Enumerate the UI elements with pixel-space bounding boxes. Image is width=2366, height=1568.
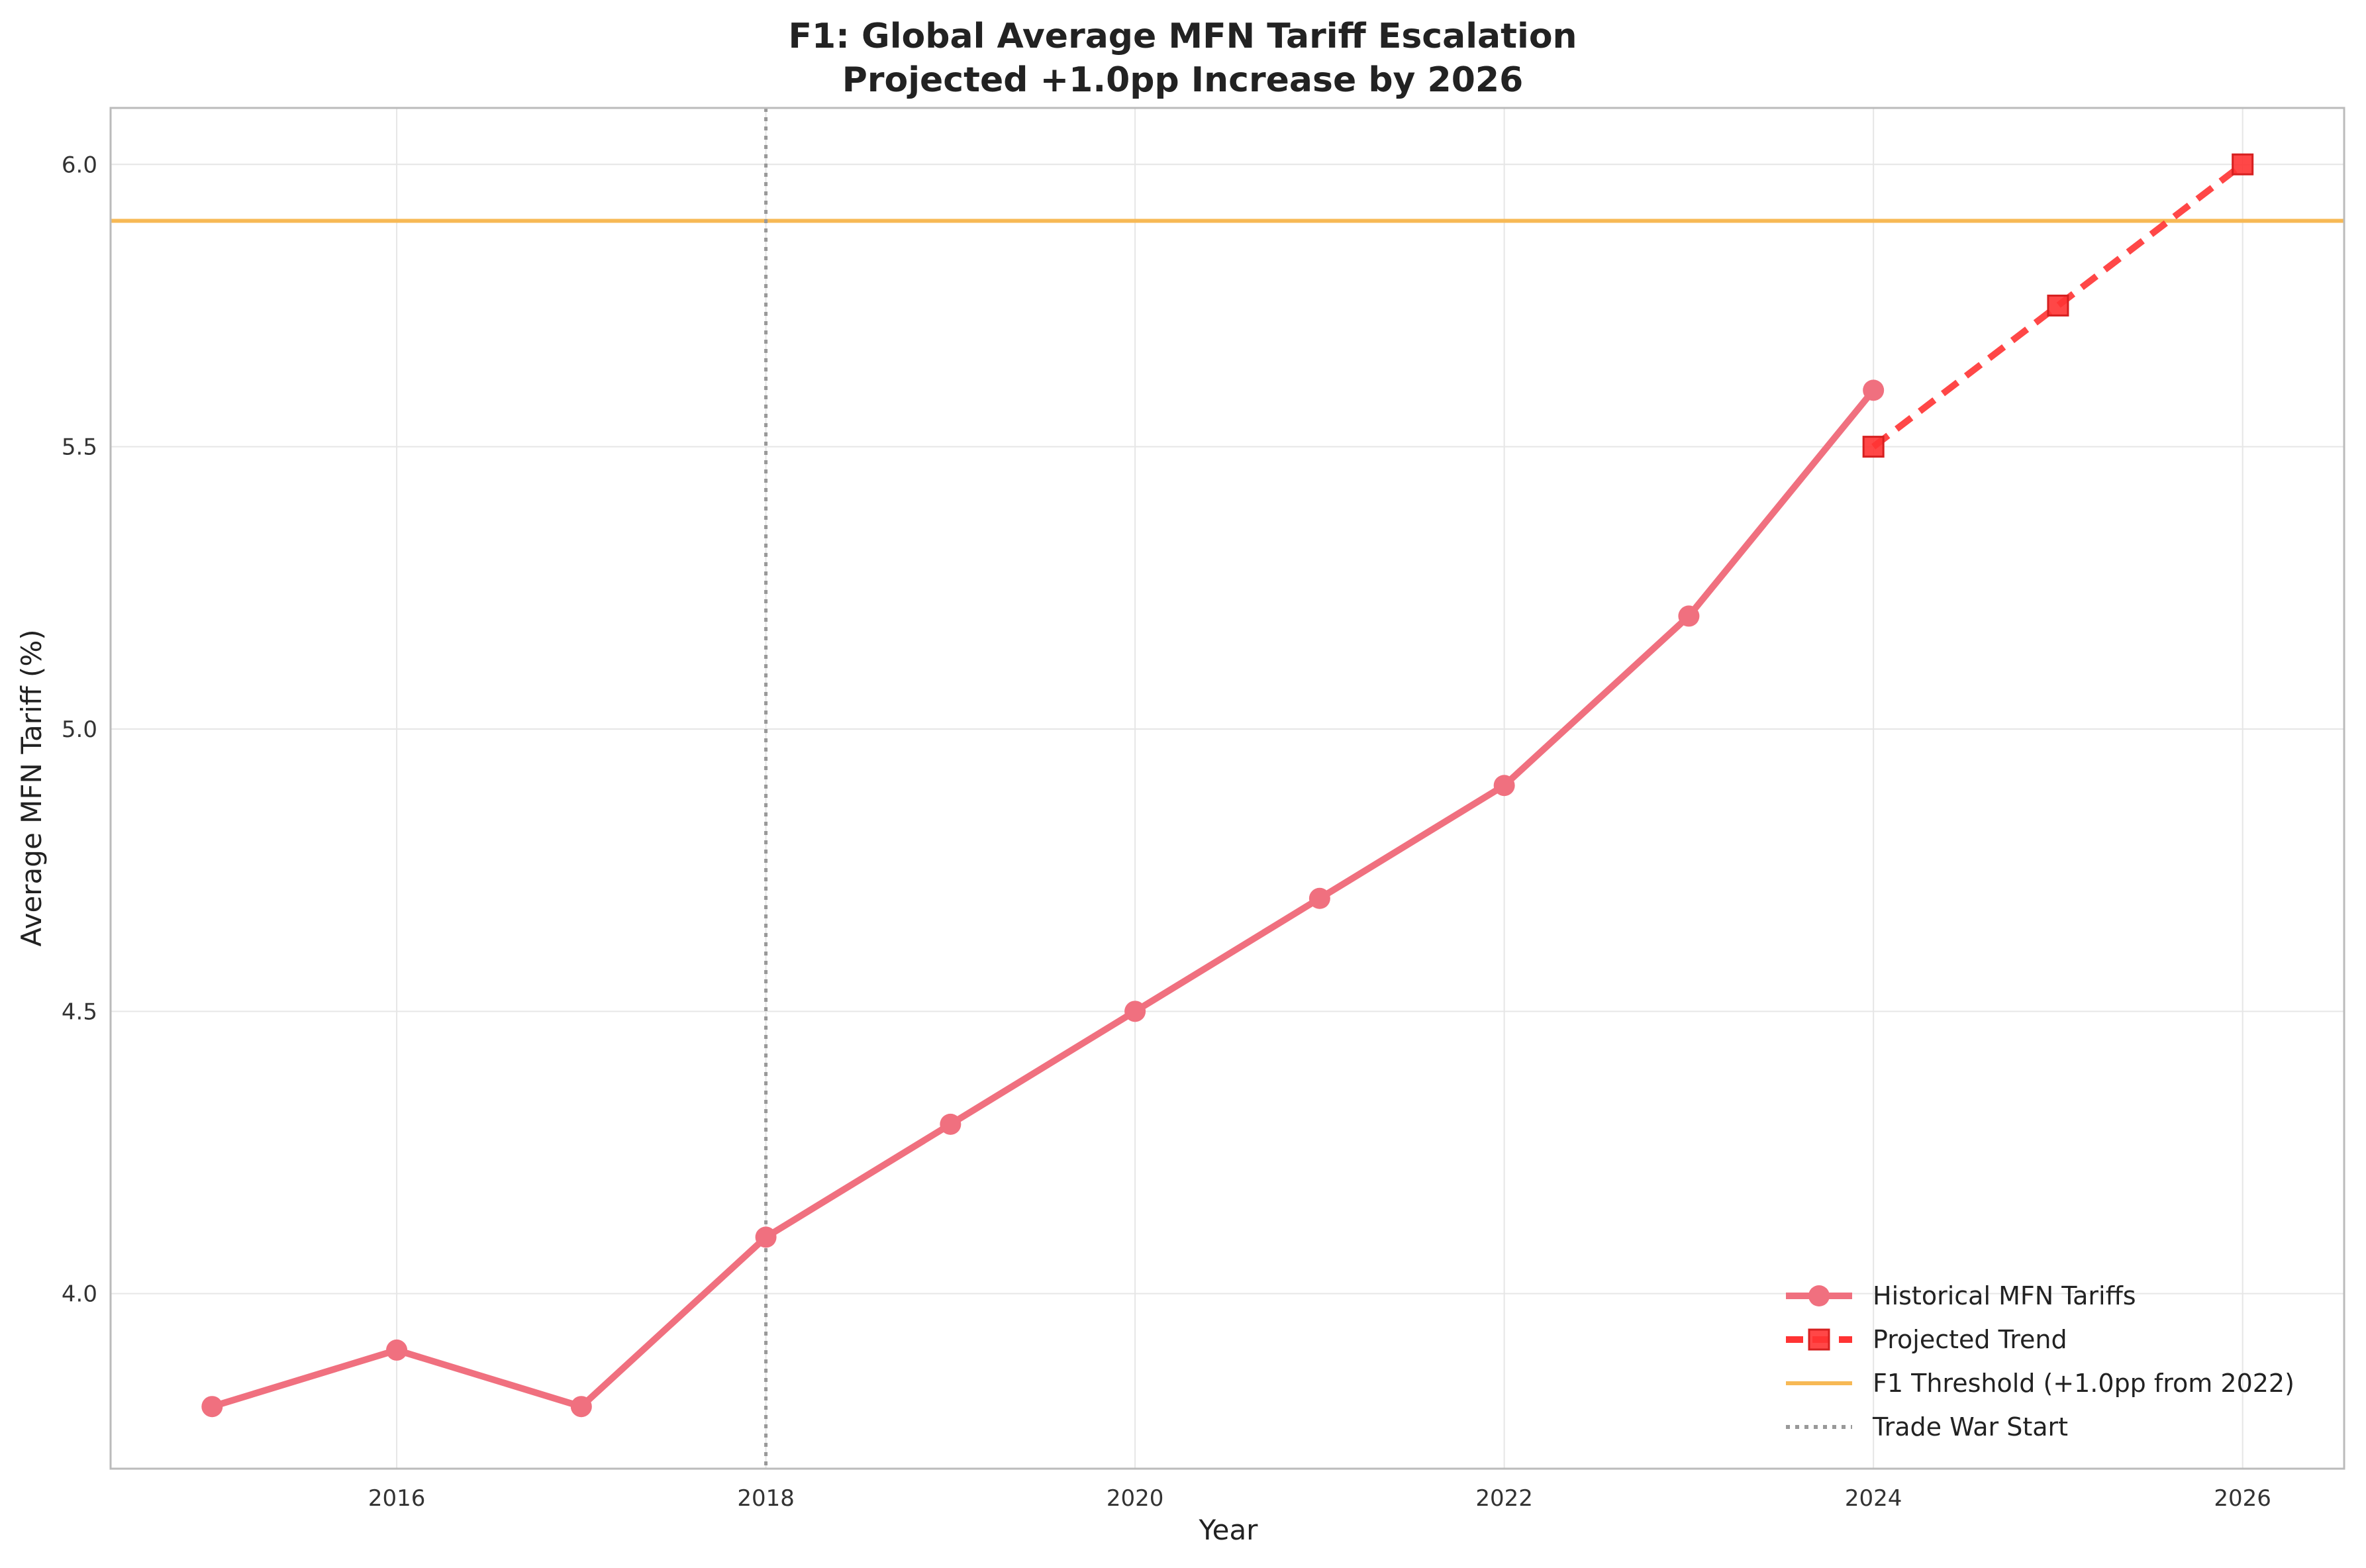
legend-label: F1 Threshold (+1.0pp from 2022) — [1873, 1369, 2294, 1398]
data-point — [1493, 775, 1515, 797]
y-tick-label: 4.5 — [62, 999, 97, 1025]
x-tick-label: 2026 — [2214, 1485, 2271, 1512]
legend-marker — [1808, 1285, 1830, 1306]
legend: Historical MFN Tariffs Projected Trend F1 … — [1786, 1281, 2294, 1442]
data-point — [2232, 153, 2254, 175]
data-point — [201, 1396, 223, 1418]
plot-frame — [109, 107, 2345, 1470]
chart-title: F1: Global Average MFN Tariff Escalation — [788, 17, 1577, 56]
data-point — [940, 1113, 961, 1135]
data-point — [1862, 436, 1885, 458]
x-tick-label: 2020 — [1107, 1485, 1164, 1512]
chart-subtitle: Projected +1.0pp Increase by 2026 — [842, 60, 1524, 100]
tick-labels: 2016 2018 2020 2022 2024 2026 4.0 4.5 5.0 5.5 6.0 — [62, 152, 2271, 1512]
y-tick-label: 5.0 — [62, 716, 97, 743]
legend-item-trade-war-start: Trade War Start — [1786, 1412, 2068, 1442]
x-axis-label: Year — [1199, 1514, 1259, 1546]
data-point — [1678, 605, 1700, 627]
data-point — [386, 1339, 408, 1361]
y-tick-label: 5.5 — [62, 434, 97, 461]
series-line — [209, 387, 1877, 1410]
legend-item-projected-trend: Projected Trend — [1786, 1325, 2067, 1354]
series-line — [1871, 162, 2245, 450]
y-tick-label: 6.0 — [62, 152, 97, 178]
x-tick-label: 2022 — [1475, 1485, 1533, 1512]
legend-marker — [1808, 1328, 1830, 1351]
x-tick-label: 2024 — [1845, 1485, 1902, 1512]
legend-label: Projected Trend — [1873, 1325, 2067, 1354]
reference-lines — [111, 108, 2344, 1469]
data-point — [570, 1396, 592, 1418]
data-point — [1124, 1001, 1146, 1022]
series-group — [201, 153, 2254, 1418]
legend-label: Trade War Start — [1872, 1412, 2068, 1442]
y-tick-label: 4.0 — [62, 1281, 97, 1308]
grid — [111, 108, 2344, 1469]
x-tick-label: 2018 — [737, 1485, 795, 1512]
x-tick-label: 2016 — [368, 1485, 426, 1512]
legend-item-f1-threshold-1-0pp-from-2022: F1 Threshold (+1.0pp from 2022) — [1786, 1369, 2294, 1398]
data-point — [1863, 379, 1885, 401]
y-axis-label: Average MFN Tariff (%) — [15, 629, 48, 946]
legend-label: Historical MFN Tariffs — [1873, 1281, 2136, 1310]
series-projected-trend — [1862, 153, 2254, 458]
data-point — [1308, 887, 1330, 909]
data-point — [2047, 294, 2069, 317]
data-point — [755, 1226, 777, 1248]
series-historical-mfn-tariffs — [201, 379, 1885, 1418]
legend-item-historical-mfn-tariffs: Historical MFN Tariffs — [1786, 1281, 2136, 1310]
